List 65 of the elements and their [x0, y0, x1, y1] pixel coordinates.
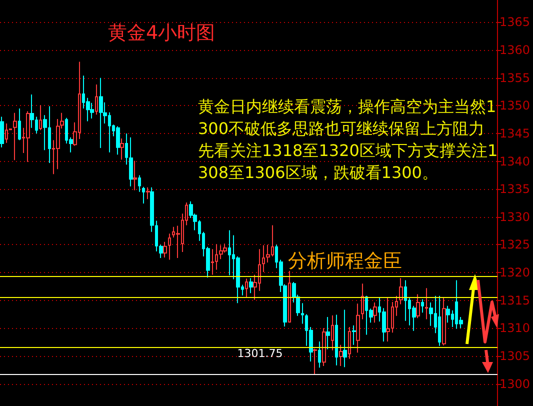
y-tick-label: 1310	[499, 321, 530, 336]
candlestick	[262, 244, 265, 272]
candlestick	[318, 340, 321, 368]
candlestick	[116, 126, 120, 156]
candlestick	[313, 348, 317, 375]
candlestick	[335, 314, 338, 366]
candlestick	[138, 174, 141, 192]
y-tick-label: 1330	[499, 210, 530, 224]
candlestick	[249, 278, 253, 294]
candlestick	[326, 316, 330, 350]
y-tick-label: 1320	[499, 266, 530, 280]
candlestick	[301, 302, 304, 324]
annotation: 分析师程金臣	[288, 250, 402, 272]
candlestick	[339, 344, 343, 366]
candlestick	[352, 324, 356, 346]
candlestick	[348, 326, 351, 360]
candlestick	[228, 230, 231, 276]
candlestick	[386, 297, 390, 342]
candlestick	[5, 122, 8, 144]
candlestick	[331, 314, 334, 351]
candlestick	[120, 138, 124, 160]
candlestick	[361, 283, 364, 320]
candlestick	[399, 278, 403, 305]
candlestick	[168, 233, 171, 260]
candlestick	[146, 186, 150, 200]
candlestick	[288, 270, 291, 324]
candlestick	[129, 136, 133, 187]
candlestick	[95, 84, 98, 116]
y-tick-label: 1350	[499, 98, 530, 113]
candlestick	[446, 305, 450, 324]
candlestick	[425, 288, 428, 320]
annotation: 黄金日内继续看震荡，操作高空为主当然1300不破低多思路也可继续保留上方阻力先看关注1318至1320区域下方支撑关注1308至1306区域，跌破看1300。	[198, 96, 498, 184]
annotation: 1301.75	[237, 347, 283, 360]
y-tick-label: 1340	[499, 154, 530, 168]
candlestick	[416, 294, 420, 319]
candlestick	[142, 186, 145, 204]
candlestick	[442, 296, 446, 346]
candlestick	[18, 108, 21, 141]
y-tick-label: 1300	[499, 376, 530, 391]
y-tick-label: 1360	[499, 43, 530, 58]
y-tick-label: 1345	[499, 126, 530, 140]
candlestick	[133, 160, 137, 191]
candlestick	[39, 104, 42, 131]
candlestick	[322, 328, 326, 366]
candlestick	[13, 112, 17, 161]
candlestick	[150, 186, 154, 232]
y-tick-label: 1305	[499, 348, 530, 363]
candlestick	[26, 110, 30, 162]
candlestick	[373, 302, 377, 324]
y-tick-label: 1315	[499, 293, 530, 308]
candlestick	[343, 309, 347, 368]
candlestick	[356, 303, 360, 354]
candlestick	[421, 298, 424, 314]
candlestick	[438, 295, 441, 346]
candlestick	[163, 241, 167, 258]
candlestick	[245, 278, 248, 298]
y-tick-label: 1335	[499, 182, 530, 196]
y-tick-label: 1355	[499, 70, 530, 85]
y-tick-label: 1325	[499, 238, 530, 252]
candlestick	[404, 280, 407, 322]
text: 黄金4小时图	[108, 21, 216, 46]
y-tick-label: 1365	[499, 15, 530, 30]
candlestick	[99, 77, 103, 148]
candlestick	[90, 102, 94, 119]
candlestick	[0, 116, 4, 148]
